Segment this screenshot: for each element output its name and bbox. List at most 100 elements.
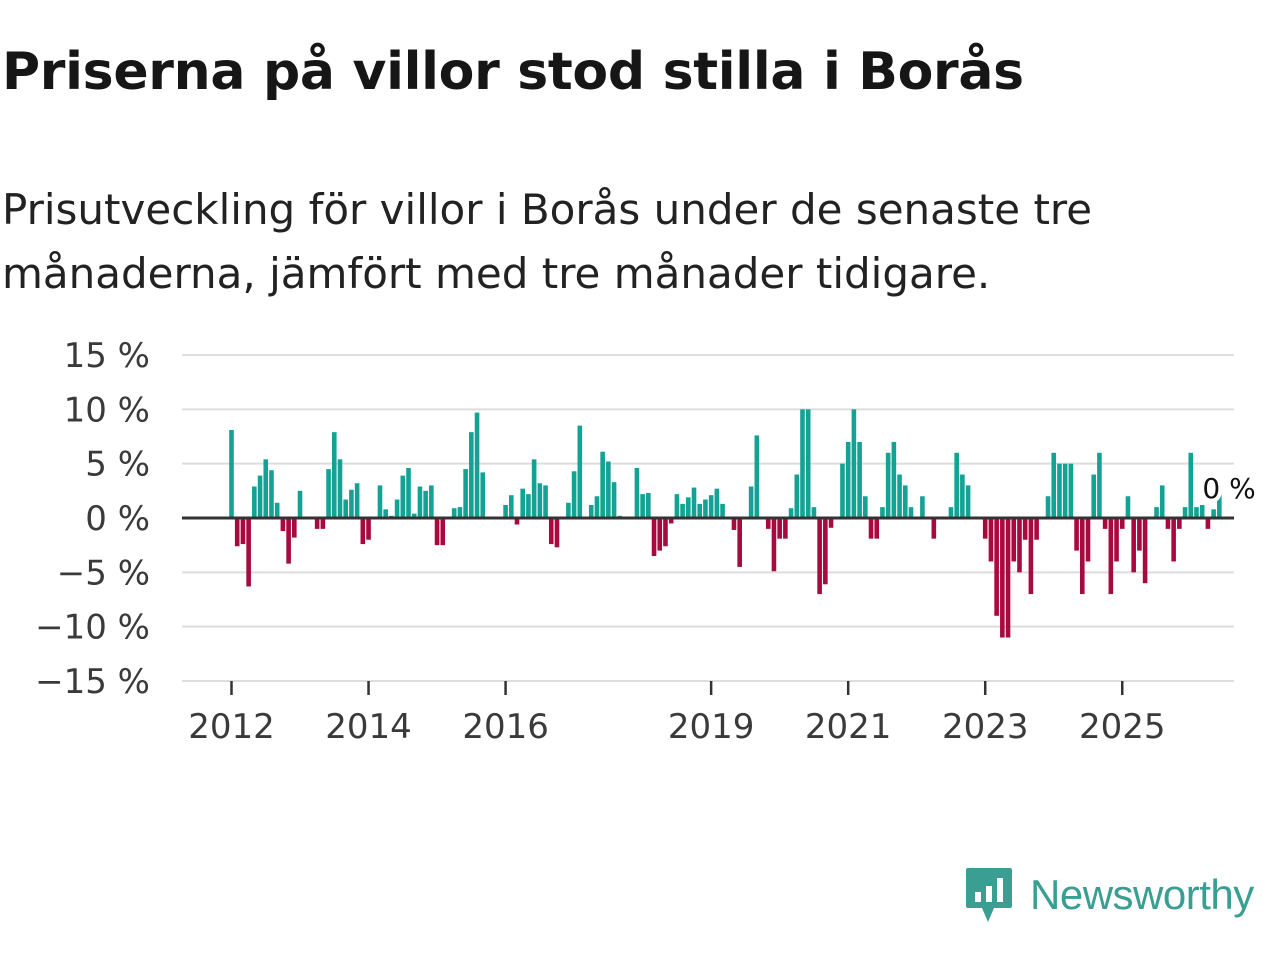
bar bbox=[880, 507, 885, 518]
bar bbox=[400, 475, 406, 518]
bar bbox=[1102, 518, 1108, 529]
bar bbox=[503, 504, 508, 518]
bar bbox=[274, 502, 280, 518]
bar bbox=[697, 503, 703, 518]
bar bbox=[771, 518, 777, 572]
bar bbox=[594, 496, 600, 518]
bar bbox=[823, 518, 828, 585]
bar bbox=[965, 485, 971, 518]
bar bbox=[868, 518, 874, 539]
x-tick-label: 2016 bbox=[462, 707, 549, 747]
bar bbox=[417, 486, 423, 518]
bar bbox=[817, 518, 822, 595]
bar bbox=[1171, 518, 1176, 562]
bar bbox=[554, 518, 560, 548]
bar bbox=[331, 432, 337, 518]
newsworthy-logo: Newsworthy bbox=[964, 866, 1254, 924]
bar bbox=[1068, 463, 1074, 518]
bar bbox=[920, 496, 925, 518]
bar bbox=[566, 502, 571, 518]
gridlines bbox=[182, 354, 1234, 682]
bar-chart: 15 %10 %5 %0 %−5 %−10 %−15 % 2012 2014 201… bbox=[35, 336, 1256, 747]
bar bbox=[577, 425, 583, 518]
bar bbox=[411, 513, 417, 518]
bar bbox=[634, 468, 640, 518]
bar bbox=[240, 518, 246, 545]
bar bbox=[874, 518, 880, 539]
bar bbox=[611, 482, 617, 518]
bar bbox=[1142, 518, 1148, 584]
bar bbox=[451, 508, 457, 518]
bar bbox=[657, 518, 663, 551]
last-value-label: 0 % bbox=[1202, 472, 1255, 505]
bar bbox=[828, 518, 834, 528]
bar bbox=[646, 493, 651, 518]
bar bbox=[1028, 518, 1034, 595]
bar bbox=[1165, 518, 1171, 529]
x-tick-label: 2014 bbox=[325, 707, 412, 747]
bar bbox=[1159, 485, 1165, 518]
bar bbox=[891, 441, 897, 518]
bar bbox=[1062, 463, 1068, 518]
bar bbox=[406, 468, 411, 518]
bar bbox=[1211, 509, 1216, 518]
bar bbox=[908, 507, 914, 518]
bar bbox=[1017, 518, 1022, 573]
x-tick-label: 2012 bbox=[188, 707, 275, 747]
bar bbox=[754, 435, 760, 518]
bar bbox=[1085, 518, 1091, 562]
bar bbox=[229, 429, 234, 518]
bar bbox=[1199, 504, 1205, 518]
bar bbox=[320, 518, 326, 529]
bar bbox=[394, 499, 400, 518]
bar bbox=[349, 489, 354, 518]
bar bbox=[691, 487, 697, 518]
bar bbox=[257, 475, 263, 518]
bar bbox=[377, 485, 383, 518]
bar bbox=[1188, 452, 1194, 518]
bar bbox=[703, 499, 708, 518]
bar bbox=[651, 518, 657, 557]
bar bbox=[457, 507, 463, 518]
bar bbox=[988, 518, 994, 562]
bar bbox=[360, 518, 366, 545]
bar bbox=[508, 495, 514, 518]
bar bbox=[1131, 518, 1136, 573]
bar bbox=[663, 518, 668, 547]
bar bbox=[1045, 496, 1051, 518]
bar bbox=[480, 472, 486, 518]
bar bbox=[326, 469, 331, 518]
bar bbox=[429, 485, 434, 518]
bar bbox=[1108, 518, 1114, 595]
chart-subtitle: Prisutveckling för villor i Borås under … bbox=[2, 185, 1093, 298]
bar bbox=[469, 432, 474, 518]
bar bbox=[1057, 463, 1062, 518]
bar bbox=[668, 518, 674, 524]
bar bbox=[292, 518, 297, 538]
newsworthy-logo-icon bbox=[966, 868, 1012, 922]
bar bbox=[366, 518, 371, 540]
bar bbox=[1177, 518, 1182, 529]
bar bbox=[337, 459, 343, 518]
bar bbox=[297, 490, 303, 518]
bar bbox=[708, 495, 714, 518]
bar bbox=[863, 496, 868, 518]
bar bbox=[537, 483, 543, 518]
bar bbox=[1137, 518, 1142, 551]
bar bbox=[1079, 518, 1085, 595]
bar bbox=[520, 488, 526, 518]
bar bbox=[931, 518, 937, 539]
bar bbox=[686, 497, 691, 518]
bar bbox=[674, 494, 680, 518]
bar bbox=[1022, 518, 1028, 540]
y-tick-label: 0 % bbox=[85, 499, 150, 539]
bar bbox=[897, 474, 902, 518]
bar bbox=[463, 469, 468, 518]
bar bbox=[246, 518, 251, 587]
bar bbox=[800, 409, 805, 518]
bar bbox=[526, 494, 531, 518]
bar bbox=[423, 490, 428, 518]
bar bbox=[1119, 518, 1125, 529]
bar bbox=[314, 518, 320, 529]
bar bbox=[1074, 518, 1079, 551]
